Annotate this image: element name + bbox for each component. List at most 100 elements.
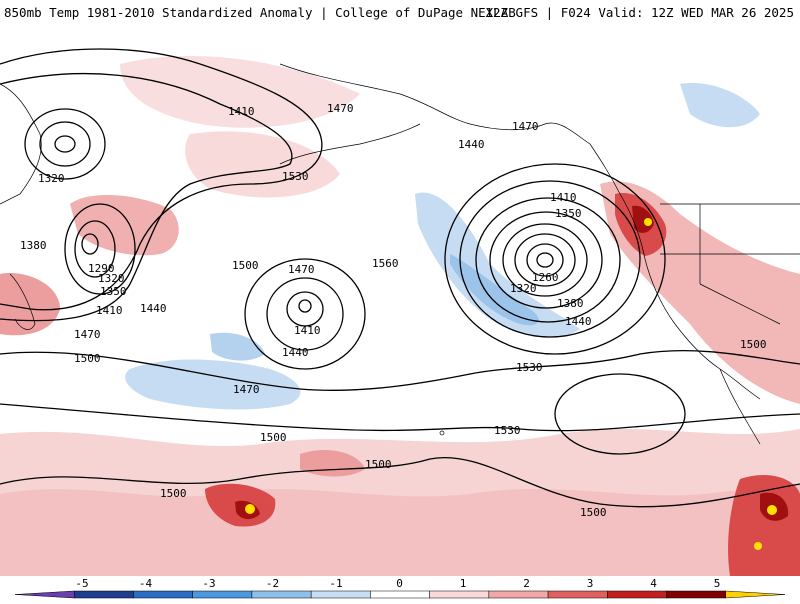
warm-anomaly-hotspot-2: [728, 474, 800, 576]
colorbar-segment: [429, 590, 490, 599]
contour-label: 1530: [282, 170, 309, 183]
colorbar-ticks: -5 -4 -3 -2 -1 0 1 2 3 4 5: [75, 577, 720, 590]
state-borders: [660, 203, 800, 325]
cold-anomaly-northeast: [680, 83, 760, 128]
colorbar-segment: [547, 590, 608, 599]
contour-ring: [64, 203, 136, 295]
contour-label: 1290: [88, 262, 115, 275]
warm-anomaly-max-1: [245, 504, 255, 514]
contour-label: 1530: [516, 361, 543, 374]
contour-label: 1440: [565, 315, 592, 328]
baja-coast: [719, 368, 761, 445]
contour-ring: [54, 135, 76, 153]
colorbar-svg: -5 -4 -3 -2 -1 0 1 2 3 4 5: [14, 577, 786, 599]
contour-label: 1320: [38, 172, 65, 185]
warm-anomaly-nw-pacific: [70, 194, 179, 256]
contour-line: [0, 457, 800, 508]
colorbar-tick-label: 1: [460, 577, 467, 590]
contour-label: 1560: [372, 257, 399, 270]
colorbar-segment: [14, 590, 75, 599]
contour-line: [0, 349, 800, 391]
contour-label: 1500: [232, 259, 259, 272]
contour-ring: [81, 233, 99, 255]
warm-anomaly-max-west-coast: [644, 218, 652, 226]
warm-anomaly-band-south-inner: [0, 484, 800, 576]
colorbar-segment: [370, 590, 430, 599]
map-title: 850mb Temp 1981-2010 Standardized Anomal…: [4, 5, 516, 20]
colorbar-tick-label: -3: [202, 577, 215, 590]
contour-ring: [24, 108, 106, 180]
colorbar-segment: [133, 590, 193, 599]
contour-label: 1320: [98, 272, 125, 285]
contour-line: [0, 48, 323, 311]
map-svg: 1410 1470 1470 1320 1530 1380 1290 1320 …: [0, 48, 800, 576]
warm-anomaly-max-3: [754, 542, 762, 550]
contour-ring: [298, 299, 312, 313]
contour-ring: [286, 291, 324, 327]
colorbar-tick-label: 3: [587, 577, 594, 590]
contour-label: 1470: [512, 120, 539, 133]
model-valid-time: 12Z GFS | F024 Valid: 12Z WED MAR 26 202…: [485, 5, 794, 20]
colorbar-tick-label: -4: [139, 577, 153, 590]
contour-ring: [554, 373, 686, 455]
colorbar-segment: [488, 590, 549, 599]
contour-label: 1470: [288, 263, 315, 276]
contour-label: 1440: [140, 302, 167, 315]
contour-label: 1410: [96, 304, 123, 317]
contour-ring: [74, 220, 116, 278]
contour-label: 1350: [555, 207, 582, 220]
colorbar-segment: [192, 590, 253, 599]
colorbar-tick-label: 2: [523, 577, 530, 590]
alaska-coast: [279, 63, 591, 145]
west-coast: [589, 143, 761, 400]
cold-anomaly-gulf-inner: [450, 254, 539, 326]
contour-label: 1470: [74, 328, 101, 341]
warm-anomaly-central-n: [185, 131, 340, 198]
contour-label: 1410: [228, 105, 255, 118]
hawaii: [439, 430, 445, 436]
contour-label: 1320: [510, 282, 537, 295]
contour-ring: [489, 211, 603, 309]
cold-anomaly-gulf-of-alaska: [415, 192, 580, 338]
colorbar-tick-label: -1: [329, 577, 342, 590]
aleutian-chain: [279, 123, 421, 165]
contour-ring: [475, 197, 621, 323]
contour-label: 1500: [260, 431, 287, 444]
contour-label: 1470: [233, 383, 260, 396]
contour-labels: 1410 1470 1470 1320 1530 1380 1290 1320 …: [20, 102, 767, 519]
contour-label: 1500: [160, 487, 187, 500]
contour-label: 1380: [557, 297, 584, 310]
contour-ring: [502, 223, 588, 297]
contour-ring: [266, 277, 344, 351]
contour-label: 1500: [74, 352, 101, 365]
contour-label: 1440: [458, 138, 485, 151]
contour-line: [0, 72, 293, 322]
contour-label: 1410: [550, 191, 577, 204]
warm-anomaly-west-coast-extreme: [632, 205, 654, 233]
contour-ring: [459, 180, 641, 338]
warm-anomaly-north: [120, 55, 360, 128]
colorbar-tick-label: -5: [75, 577, 88, 590]
anomaly-shading: [0, 55, 800, 576]
colorbar-tick-label: 0: [396, 577, 403, 590]
colorbar-segment: [666, 590, 727, 599]
colorbar-segment: [251, 590, 312, 599]
coastlines: [0, 63, 800, 445]
cold-anomaly-central: [125, 359, 301, 410]
contour-label: 1410: [294, 324, 321, 337]
header: 850mb Temp 1981-2010 Standardized Anomal…: [0, 0, 800, 24]
contour-ring: [244, 258, 366, 370]
contour-label: 1470: [327, 102, 354, 115]
map-panel: 1410 1470 1470 1320 1530 1380 1290 1320 …: [0, 24, 800, 576]
japan: [9, 273, 36, 330]
contour-ring: [444, 163, 666, 355]
contour-ring: [39, 121, 91, 167]
warm-anomaly-max-2: [767, 505, 777, 515]
asia-coast: [0, 83, 42, 205]
warm-anomaly-west-edge: [0, 273, 60, 336]
colorbar-tick-label: 5: [714, 577, 721, 590]
contour-label: 1350: [100, 285, 127, 298]
contour-label: 1530: [494, 424, 521, 437]
contour-label: 1500: [580, 506, 607, 519]
